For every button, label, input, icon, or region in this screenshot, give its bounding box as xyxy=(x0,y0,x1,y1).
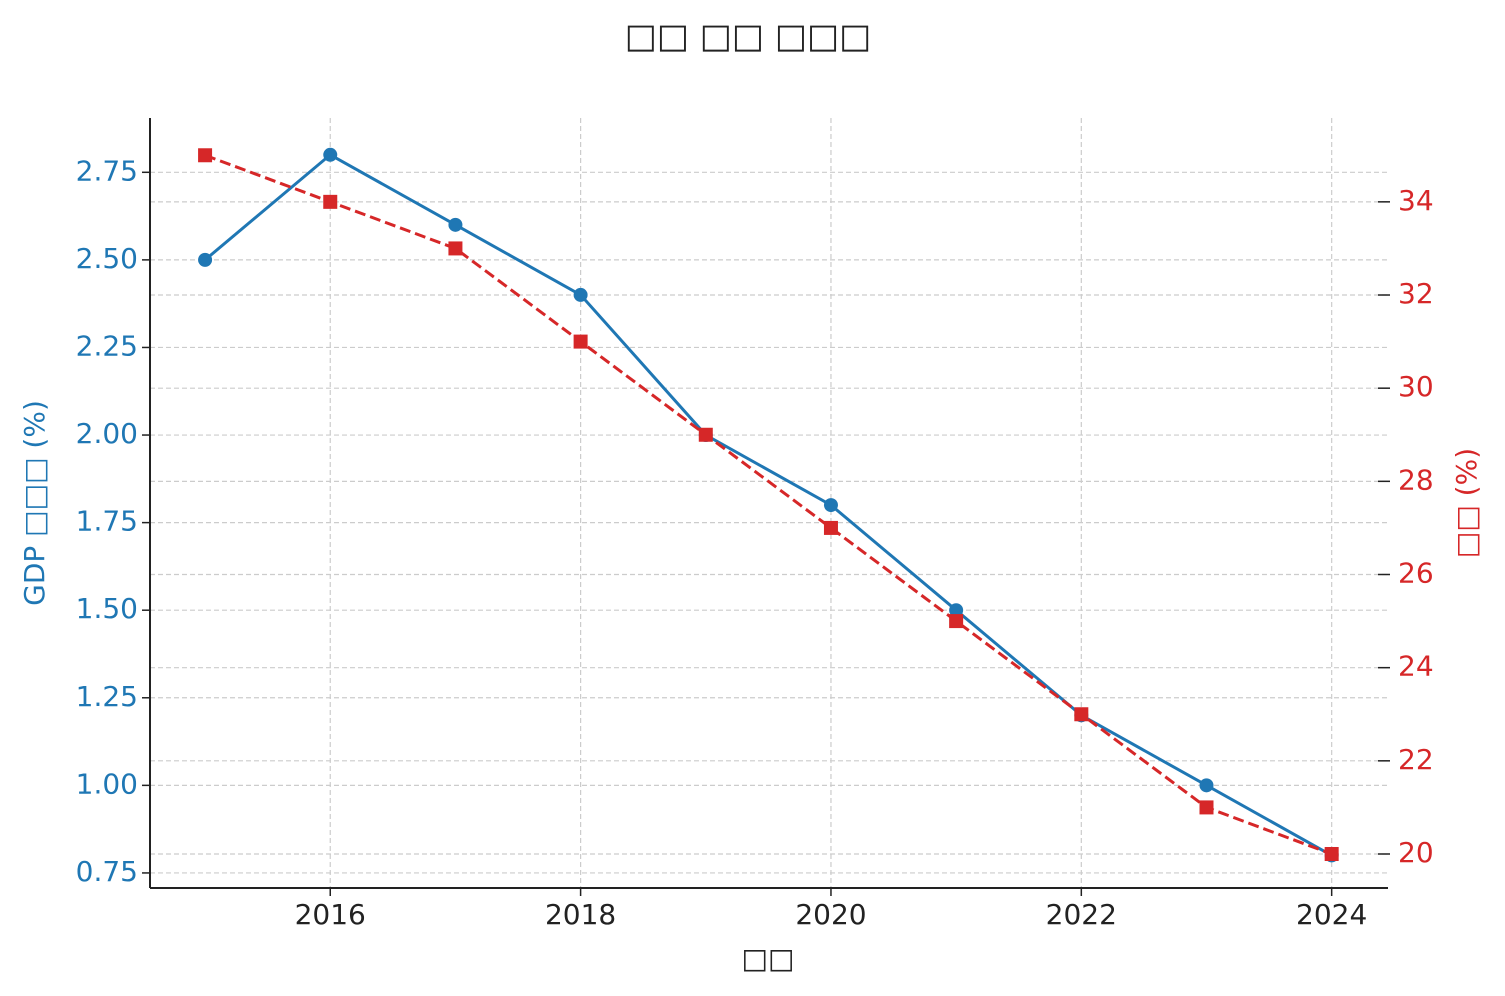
data-point xyxy=(323,147,338,162)
data-point xyxy=(1074,707,1089,722)
data-point xyxy=(198,148,213,163)
data-point xyxy=(1199,800,1214,815)
x-tick-label: 2018 xyxy=(545,898,616,931)
data-point xyxy=(823,498,838,513)
data-point xyxy=(823,520,838,535)
x-axis-label: □□ xyxy=(742,942,795,975)
y-tick-label: 1.50 xyxy=(76,592,138,625)
y-tick-label: 1.00 xyxy=(76,767,138,800)
y-tick-label: 1.75 xyxy=(76,505,138,538)
data-point xyxy=(949,603,964,618)
data-point xyxy=(448,217,463,232)
y2-tick-label: 28 xyxy=(1398,463,1434,496)
series-line xyxy=(204,153,1333,856)
data-point xyxy=(949,614,964,629)
y-tick-label: 0.75 xyxy=(76,855,138,888)
data-point xyxy=(1199,778,1214,793)
data-point xyxy=(198,252,213,267)
data-point xyxy=(448,241,463,256)
chart-title: □□ □□ □□□ xyxy=(625,17,871,57)
y2-axis-label: □□ (%) xyxy=(1450,448,1483,558)
x-tick-label: 2020 xyxy=(795,898,866,931)
data-point xyxy=(698,427,713,442)
x-tick-label: 2016 xyxy=(295,898,366,931)
y2-tick-label: 26 xyxy=(1398,557,1434,590)
y-tick-label: 2.50 xyxy=(76,242,138,275)
y2-tick-label: 24 xyxy=(1398,650,1434,683)
data-point xyxy=(323,194,338,209)
x-tick-label: 2022 xyxy=(1046,898,1117,931)
y-tick-label: 2.00 xyxy=(76,417,138,450)
data-point xyxy=(573,287,588,302)
y-tick-label: 2.25 xyxy=(76,329,138,362)
y-axis-label: GDP □□□ (%) xyxy=(18,400,51,606)
y-tick-label: 1.25 xyxy=(76,680,138,713)
y2-tick-label: 34 xyxy=(1398,184,1434,217)
y2-tick-label: 22 xyxy=(1398,743,1434,776)
y2-tick-label: 32 xyxy=(1398,277,1434,310)
y2-tick-label: 30 xyxy=(1398,370,1434,403)
y-tick-label: 2.75 xyxy=(76,154,138,187)
y2-tick-label: 20 xyxy=(1398,836,1434,869)
x-tick-label: 2024 xyxy=(1296,898,1367,931)
data-point xyxy=(573,334,588,349)
data-point xyxy=(1324,846,1339,861)
series-line xyxy=(204,152,1333,857)
